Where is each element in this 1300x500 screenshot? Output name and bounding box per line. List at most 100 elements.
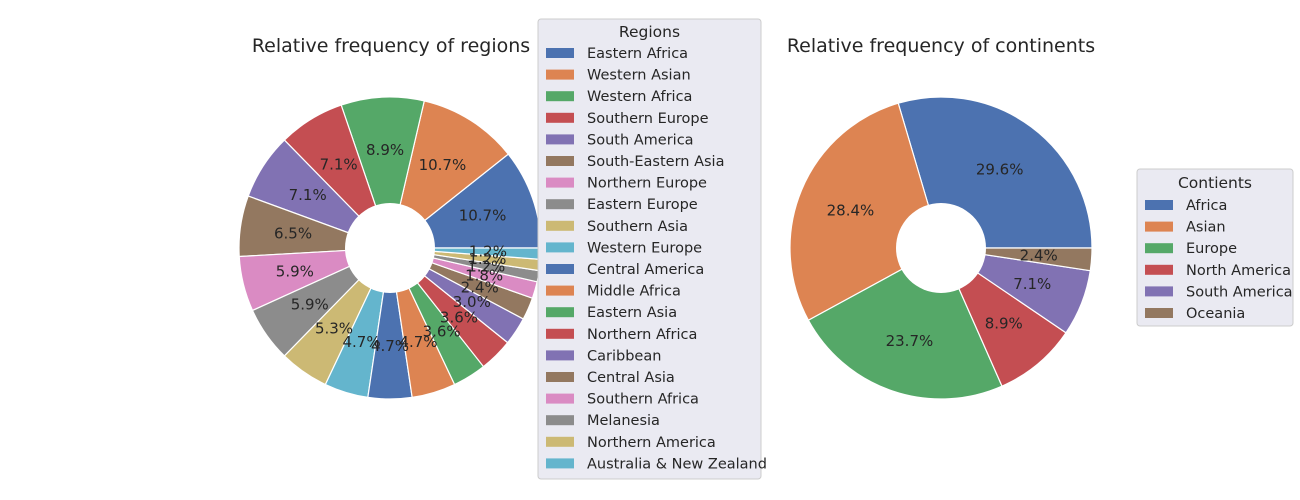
- legend-item-south-america: South America: [546, 132, 694, 148]
- wedge-label-northern-africa: 3.6%: [440, 309, 478, 327]
- legend-swatch: [546, 264, 574, 274]
- legend-label: Europe: [1186, 241, 1237, 257]
- chart-1: Relative frequency of regions 10.7% 10.7% 8…: [238, 18, 767, 480]
- legend-label: Western Europe: [587, 240, 702, 256]
- legend-label: Southern Africa: [587, 392, 699, 408]
- legend-item-europe: Europe: [1145, 241, 1237, 257]
- legend-label: Northern America: [587, 435, 716, 451]
- chart-title: Relative frequency of continents: [787, 35, 1095, 57]
- legend-swatch: [546, 328, 574, 339]
- chart-title: Relative frequency of regions: [252, 35, 530, 57]
- legend-item-asian: Asian: [1145, 220, 1226, 236]
- legend-item-australia-new-zealand: Australia & New Zealand: [546, 456, 767, 472]
- wedge-label-eastern-asia: 3.6%: [423, 322, 461, 340]
- legend-item-eastern-africa: Eastern Africa: [546, 46, 688, 62]
- wedge-western-africa: [340, 96, 425, 251]
- legend-swatch: [1145, 200, 1173, 210]
- wedge-label-eastern-europe: 5.9%: [291, 295, 329, 313]
- legend-label: Western Asian: [587, 68, 691, 84]
- wedge-label-eastern-africa: 10.7%: [459, 207, 507, 225]
- legend-item-middle-africa: Middle Africa: [546, 284, 681, 300]
- legend-box: [1136, 168, 1294, 327]
- wedge-label-africa: 29.6%: [976, 161, 1024, 179]
- legend-item-eastern-europe: Eastern Europe: [546, 197, 698, 213]
- wedge-label-melanesia: 1.2%: [467, 257, 505, 275]
- legend-label: South-Eastern Asia: [587, 154, 724, 170]
- legend-title: Contients: [1178, 174, 1252, 192]
- wedge-label-asian: 28.4%: [827, 202, 875, 220]
- legend-swatch: [546, 177, 574, 188]
- legend-item-southern-africa: Southern Africa: [546, 392, 699, 408]
- wedge-labels: 29.6% 28.4% 23.7% 8.9% 7.1% 2.4%: [827, 161, 1058, 350]
- donut-hole: [345, 203, 435, 293]
- legend-swatch: [546, 112, 574, 123]
- chart-2: Relative frequency of continents 29.6% 28.…: [787, 35, 1294, 400]
- legend-item-south-eastern-asia: South-Eastern Asia: [546, 154, 724, 170]
- legend-label: North America: [1186, 263, 1291, 279]
- wedge-north-america: [939, 246, 1067, 387]
- legend-label: Eastern Asia: [587, 305, 677, 321]
- legend-item-southern-asia: Southern Asia: [546, 219, 688, 235]
- wedge-label-south-america: 7.1%: [289, 186, 327, 204]
- legend-swatch: [546, 242, 574, 253]
- legend-swatch: [1145, 243, 1173, 254]
- legend-swatch: [546, 285, 574, 296]
- wedge-western-asian: [389, 100, 510, 250]
- legend-swatch: [546, 350, 574, 361]
- wedge-label-australia-new-zealand: 1.2%: [469, 243, 507, 261]
- legend: Regions Eastern Africa Western Asian Wester…: [537, 18, 767, 480]
- legend-item-northern-america: Northern America: [546, 435, 716, 451]
- wedge-label-central-asia: 2.4%: [461, 278, 499, 296]
- legend-swatch: [546, 436, 574, 447]
- legend-label: Central Asia: [587, 370, 675, 386]
- wedge-label-central-america: 4.7%: [371, 337, 409, 355]
- legend-label: Melanesia: [587, 413, 660, 429]
- legend-swatch: [546, 199, 574, 210]
- legend-item-northern-africa: Northern Africa: [546, 327, 697, 343]
- legend-label: Eastern Africa: [587, 46, 688, 62]
- legend-swatch: [1145, 221, 1173, 232]
- donut-hole: [896, 203, 986, 293]
- legend-swatch: [546, 91, 574, 102]
- legend-swatch: [546, 415, 574, 426]
- wedge-label-south-eastern-asia: 6.5%: [274, 225, 312, 243]
- legend-swatch: [546, 48, 574, 58]
- wedge-label-southern-asia: 5.3%: [315, 319, 353, 337]
- legend-label: Central America: [587, 262, 704, 278]
- legend-label: South America: [1186, 284, 1293, 300]
- legend-item-north-america: North America: [1145, 263, 1291, 279]
- wedge-label-europe: 23.7%: [886, 332, 934, 350]
- legend-item-western-asian: Western Asian: [546, 68, 691, 84]
- legend-label: South America: [587, 132, 694, 148]
- legend-box: [537, 18, 762, 480]
- legend-swatch: [546, 307, 574, 318]
- wedge-label-oceania: 2.4%: [1020, 246, 1058, 264]
- legend-label: Australia & New Zealand: [587, 456, 767, 472]
- legend-item-africa: Africa: [1145, 198, 1227, 214]
- legend-item-oceania: Oceania: [1145, 306, 1245, 322]
- legend-label: Southern Europe: [587, 111, 709, 127]
- legend-item-southern-europe: Southern Europe: [546, 111, 709, 127]
- legend-item-eastern-asia: Eastern Asia: [546, 305, 677, 321]
- legend-swatch: [546, 372, 574, 382]
- wedge-label-western-asian: 10.7%: [419, 156, 467, 174]
- wedge-label-western-europe: 4.7%: [342, 333, 380, 351]
- wedge-label-caribbean: 3.0%: [453, 293, 491, 311]
- legend-item-melanesia: Melanesia: [546, 413, 660, 429]
- wedge-label-north-america: 8.9%: [985, 314, 1023, 332]
- legend-label: Northern Europe: [587, 176, 707, 192]
- legend-item-south-america: South America: [1145, 284, 1293, 300]
- legend-swatch: [546, 156, 574, 166]
- legend-swatch: [1145, 264, 1173, 275]
- legend-swatch: [546, 220, 574, 231]
- wedge-labels: 10.7%10.7%8.9%7.1%7.1%6.5%5.9%5.9%5.3%4.…: [274, 141, 507, 355]
- legend-label: Oceania: [1186, 306, 1245, 322]
- legend-item-central-america: Central America: [546, 262, 704, 278]
- legend-label: Asian: [1186, 220, 1226, 236]
- legend-swatch: [1145, 308, 1173, 318]
- legend-label: Africa: [1186, 198, 1227, 214]
- legend-label: Eastern Europe: [587, 197, 698, 213]
- legend-swatch: [546, 69, 574, 80]
- legend-label: Northern Africa: [587, 327, 697, 343]
- legend-item-western-africa: Western Africa: [546, 89, 692, 105]
